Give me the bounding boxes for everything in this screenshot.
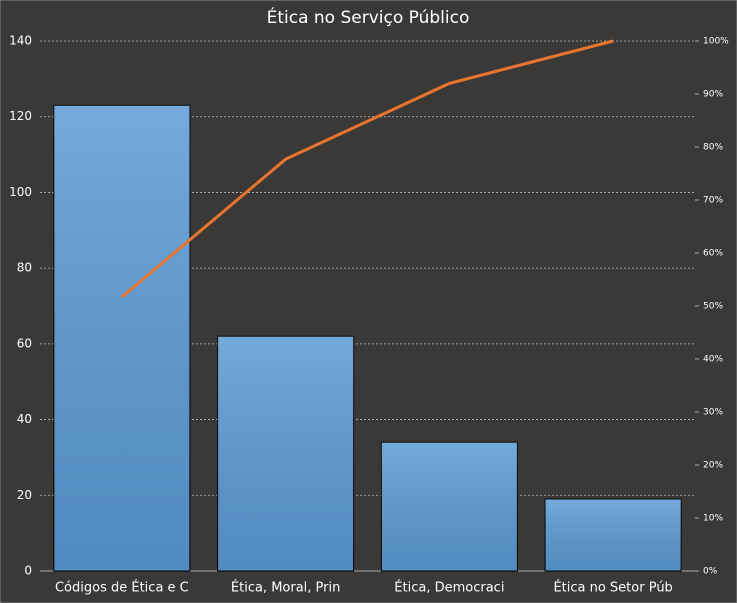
x-tick-label: Códigos de Ética e C [55, 580, 189, 596]
bar-shade [545, 499, 682, 571]
y-tick-label: 20 [17, 488, 32, 502]
y-tick-label: 40 [17, 412, 32, 426]
y2-tick-label: 40% [703, 355, 723, 365]
y2-tick-label: 10% [703, 514, 723, 524]
y-tick-label: 60 [17, 336, 32, 350]
x-tick-label: Ética, Moral, Prin [231, 580, 340, 596]
cumulative-line [120, 39, 614, 299]
bar-shade [53, 105, 190, 571]
y2-tick-label: 50% [703, 302, 723, 312]
y2-tick-label: 30% [703, 408, 723, 418]
x-tick-label: Ética no Setor Púb [553, 580, 672, 596]
y2-tick-label: 90% [703, 90, 723, 100]
y-tick-label: 140 [9, 34, 32, 48]
y2-tick-label: 80% [703, 143, 723, 153]
y-tick-label: 120 [9, 109, 32, 123]
y2-tick-label: 20% [703, 461, 723, 471]
y2-tick-label: 60% [703, 249, 723, 259]
y2-tick-label: 100% [703, 37, 729, 47]
y-tick-label: 80 [17, 261, 32, 275]
bar-shade [217, 336, 354, 571]
chart-title: Ética no Serviço Público [267, 6, 470, 28]
x-tick-label: Ética, Democraci [394, 580, 504, 596]
y-tick-label: 100 [9, 185, 32, 199]
y2-tick-label: 70% [703, 196, 723, 206]
bar-shade [381, 442, 518, 571]
y2-tick-label: 0% [703, 567, 718, 577]
y-tick-label: 0 [24, 564, 32, 578]
